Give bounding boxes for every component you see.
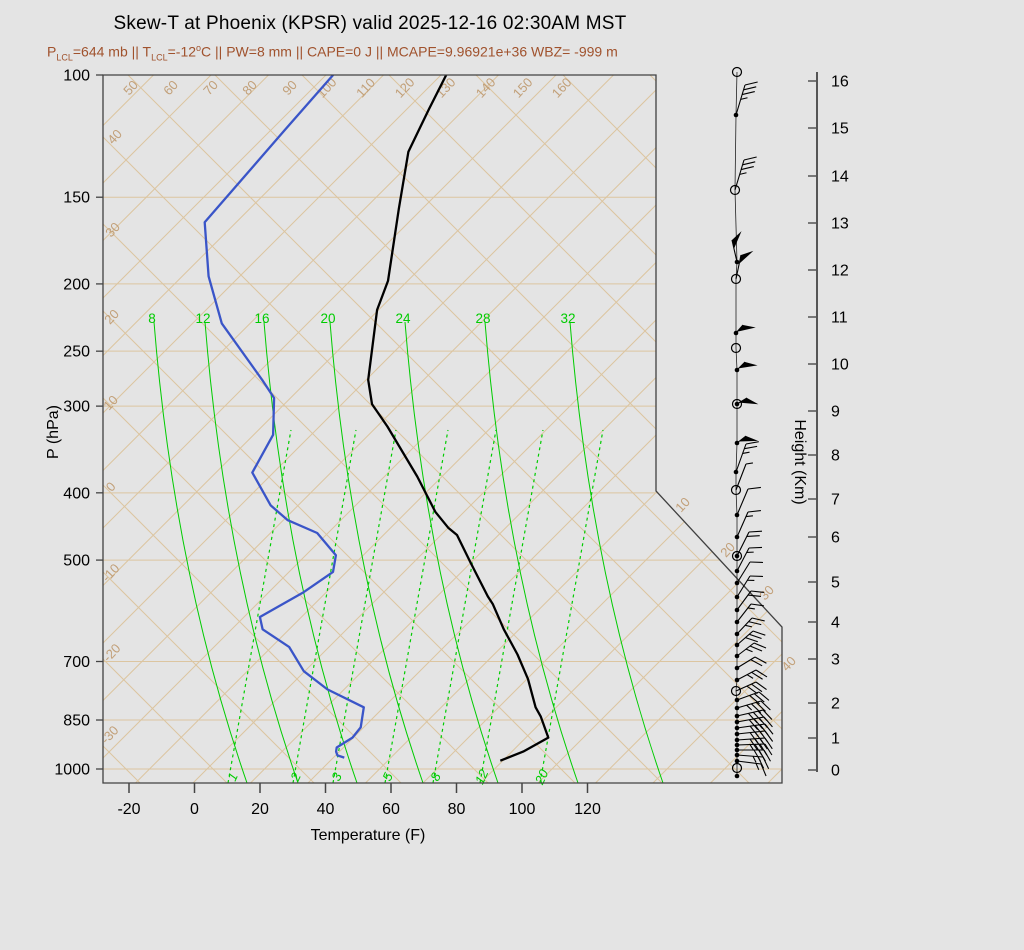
temperature-tick-label: 60 — [382, 801, 400, 818]
moist-adiabat-label: 8 — [148, 311, 156, 326]
mixing-ratio-label: 1 — [224, 770, 241, 783]
temperature-tick-label: 100 — [509, 801, 536, 818]
pressure-tick-label: 250 — [63, 344, 90, 361]
temperature-tick-label: 20 — [251, 801, 269, 818]
plot-border — [102, 74, 783, 784]
page-title: Skew-T at Phoenix (KPSR) valid 2025-12-1… — [113, 13, 627, 34]
dry-adiabat-label: 120 — [392, 75, 418, 101]
pressure-tick-label: 300 — [63, 399, 90, 416]
pressure-tick-label: 100 — [63, 68, 90, 85]
dry-adiabat-label: 20 — [101, 306, 122, 327]
pressure-tick-label: 150 — [63, 190, 90, 207]
dry-adiabat-label: 60 — [160, 77, 181, 98]
temperature-axis-title: Temperature (F) — [310, 827, 426, 844]
moist-adiabat-label: 20 — [320, 311, 335, 326]
temperature-tick-label: -20 — [117, 801, 140, 818]
pressure-axis-title: P (hPa) — [45, 405, 62, 459]
height-tick-label: 15 — [831, 121, 849, 138]
height-tick-label: 7 — [831, 492, 840, 509]
height-tick-label: 16 — [831, 74, 849, 91]
sounding-profiles — [203, 75, 550, 762]
mixing-ratio-label: 12 — [472, 766, 492, 786]
height-tick-label: 9 — [831, 404, 840, 421]
height-tick-label: 0 — [831, 763, 840, 780]
dry-adiabat-label: 0 — [103, 479, 119, 495]
pressure-tick-label: 500 — [63, 553, 90, 570]
dry-adiabat-label: 70 — [200, 77, 221, 98]
dewpoint-curve — [203, 75, 365, 759]
temperature-tick-label: 120 — [574, 801, 601, 818]
mixing-ratio-label: 2 — [287, 770, 304, 784]
wind-barb-column — [729, 66, 774, 779]
pressure-tick-label: 200 — [63, 276, 90, 293]
moist-adiabat-label: 16 — [254, 311, 269, 326]
moist-adiabat-label: 28 — [475, 311, 490, 326]
mixing-ratio-label: 8 — [427, 770, 444, 784]
dry-adiabat-label: 40 — [104, 126, 125, 147]
dry-adiabat-label: 80 — [239, 77, 260, 98]
height-tick-label: 6 — [831, 530, 840, 547]
isotherm-label: 40 — [778, 653, 799, 674]
mixing-ratio-label: 5 — [379, 770, 396, 784]
dry-adiabat-label: 30 — [102, 219, 123, 240]
height-axis-title: Height (Km) — [791, 419, 808, 505]
temperature-tick-label: 0 — [190, 801, 199, 818]
dry-adiabat-label: -10 — [99, 561, 123, 585]
dry-adiabat-label: 100 — [314, 75, 340, 101]
sounding-parameters: PLCL=644 mb || TLCL=-12oC || PW=8 mm || … — [47, 43, 618, 63]
moist-adiabat-label: 24 — [395, 311, 411, 326]
moist-adiabat-label: 32 — [560, 311, 575, 326]
height-tick-label: 8 — [831, 448, 840, 465]
pressure-tick-label: 1000 — [54, 761, 90, 778]
pressure-tick-label: 400 — [63, 485, 90, 502]
pressure-tick-label: 700 — [63, 654, 90, 671]
height-tick-label: 3 — [831, 652, 840, 669]
height-tick-label: 4 — [831, 615, 840, 632]
dry-adiabat-label: 110 — [353, 75, 378, 100]
pressure-tick-label: 850 — [63, 713, 90, 730]
isotherm-label: 30 — [756, 582, 777, 603]
height-tick-label: 1 — [831, 731, 840, 748]
moist-adiabat-label: 12 — [195, 311, 210, 326]
temperature-tick-label: 80 — [448, 801, 466, 818]
background-grid — [103, 75, 782, 783]
dry-adiabat-label: 150 — [510, 75, 536, 101]
height-tick-label: 13 — [831, 216, 849, 233]
mixing-ratio-label: 3 — [328, 770, 345, 784]
height-tick-label: 10 — [831, 357, 849, 374]
mixing-ratio-label: 20 — [531, 766, 551, 787]
temperature-tick-label: 40 — [317, 801, 335, 818]
height-tick-label: 11 — [831, 310, 848, 327]
temperature-curve — [367, 75, 550, 762]
height-tick-label: 2 — [831, 696, 840, 713]
dry-adiabat-label: 50 — [120, 77, 141, 98]
height-tick-label: 5 — [831, 575, 840, 592]
dry-adiabat-label: 90 — [279, 77, 300, 98]
height-tick-label: 14 — [831, 169, 849, 186]
height-tick-label: 12 — [831, 263, 849, 280]
